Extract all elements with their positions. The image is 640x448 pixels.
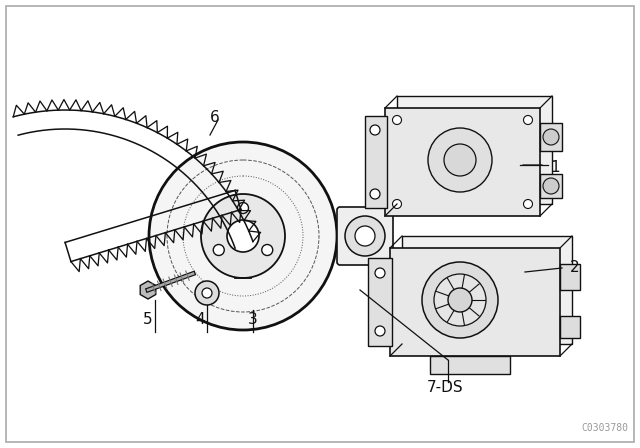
Circle shape bbox=[262, 245, 273, 255]
Polygon shape bbox=[140, 281, 156, 299]
Circle shape bbox=[149, 142, 337, 330]
Text: 1: 1 bbox=[550, 160, 560, 176]
Bar bbox=[560, 264, 580, 290]
Circle shape bbox=[422, 262, 498, 338]
Bar bbox=[402, 236, 572, 344]
Bar bbox=[385, 108, 540, 216]
Text: 4: 4 bbox=[195, 313, 205, 327]
Bar bbox=[365, 116, 387, 208]
Circle shape bbox=[370, 189, 380, 199]
Circle shape bbox=[227, 220, 259, 252]
Circle shape bbox=[444, 144, 476, 176]
Circle shape bbox=[524, 199, 532, 208]
Bar bbox=[540, 123, 562, 151]
Bar bbox=[397, 96, 552, 204]
Bar bbox=[368, 258, 392, 346]
Circle shape bbox=[524, 116, 532, 125]
Circle shape bbox=[375, 268, 385, 278]
Bar bbox=[430, 356, 510, 374]
Circle shape bbox=[370, 125, 380, 135]
Circle shape bbox=[355, 226, 375, 246]
Circle shape bbox=[543, 129, 559, 145]
Text: 6: 6 bbox=[210, 111, 220, 125]
Text: 2: 2 bbox=[570, 260, 580, 276]
Circle shape bbox=[434, 274, 486, 326]
Circle shape bbox=[448, 288, 472, 312]
Circle shape bbox=[201, 194, 285, 278]
Circle shape bbox=[202, 288, 212, 298]
Circle shape bbox=[195, 281, 219, 305]
Circle shape bbox=[392, 116, 401, 125]
Text: 7-DS: 7-DS bbox=[427, 380, 463, 396]
Text: 5: 5 bbox=[143, 313, 153, 327]
Circle shape bbox=[237, 202, 248, 214]
Circle shape bbox=[392, 199, 401, 208]
Bar bbox=[560, 316, 580, 338]
Circle shape bbox=[345, 216, 385, 256]
Circle shape bbox=[375, 326, 385, 336]
Circle shape bbox=[213, 245, 224, 255]
Bar bbox=[390, 248, 560, 356]
Bar bbox=[540, 174, 562, 198]
Circle shape bbox=[543, 178, 559, 194]
Text: C0303780: C0303780 bbox=[581, 423, 628, 433]
FancyBboxPatch shape bbox=[337, 207, 393, 265]
Circle shape bbox=[428, 128, 492, 192]
Text: 3: 3 bbox=[248, 313, 258, 327]
